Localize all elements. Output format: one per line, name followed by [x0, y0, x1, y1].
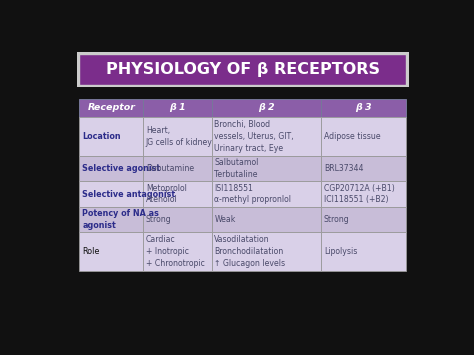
Text: Selective antagonist: Selective antagonist [82, 190, 175, 198]
Text: Dobutamine: Dobutamine [146, 164, 194, 173]
Text: Cardiac
+ Inotropic
+ Chronotropic: Cardiac + Inotropic + Chronotropic [146, 235, 205, 268]
Text: Strong: Strong [146, 215, 172, 224]
Text: Salbutamol
Terbutaline: Salbutamol Terbutaline [214, 158, 259, 179]
FancyBboxPatch shape [80, 233, 143, 271]
Text: Location: Location [82, 132, 121, 141]
FancyBboxPatch shape [80, 207, 143, 233]
FancyBboxPatch shape [321, 99, 406, 117]
Text: CGP20712A (+B1)
ICI118551 (+B2): CGP20712A (+B1) ICI118551 (+B2) [324, 184, 395, 204]
Text: PHYSIOLOGY OF β RECEPTORS: PHYSIOLOGY OF β RECEPTORS [106, 62, 380, 77]
FancyBboxPatch shape [212, 181, 321, 207]
Text: Vasodilatation
Bronchodilatation
↑ Glucagon levels: Vasodilatation Bronchodilatation ↑ Gluca… [214, 235, 285, 268]
Text: Lipolysis: Lipolysis [324, 247, 357, 256]
FancyBboxPatch shape [321, 207, 406, 233]
FancyBboxPatch shape [321, 155, 406, 181]
FancyBboxPatch shape [321, 233, 406, 271]
Text: BRL37344: BRL37344 [324, 164, 364, 173]
Text: Bronchi, Blood
vessels, Uterus, GIT,
Urinary tract, Eye: Bronchi, Blood vessels, Uterus, GIT, Uri… [214, 120, 294, 153]
FancyBboxPatch shape [212, 99, 321, 117]
FancyBboxPatch shape [321, 117, 406, 155]
FancyBboxPatch shape [321, 181, 406, 207]
FancyBboxPatch shape [212, 233, 321, 271]
FancyBboxPatch shape [77, 52, 409, 87]
Text: Receptor: Receptor [87, 103, 135, 113]
Text: Heart,
JG cells of kidney: Heart, JG cells of kidney [146, 126, 213, 147]
FancyBboxPatch shape [80, 181, 143, 207]
Text: Weak: Weak [214, 215, 236, 224]
FancyBboxPatch shape [143, 181, 212, 207]
FancyBboxPatch shape [143, 207, 212, 233]
Text: β 1: β 1 [169, 103, 186, 113]
Text: Selective agonist: Selective agonist [82, 164, 161, 173]
FancyBboxPatch shape [143, 99, 212, 117]
Text: Metoprolol
Atenolol: Metoprolol Atenolol [146, 184, 187, 204]
Text: Strong: Strong [324, 215, 350, 224]
FancyBboxPatch shape [143, 155, 212, 181]
FancyBboxPatch shape [143, 117, 212, 155]
FancyBboxPatch shape [212, 207, 321, 233]
FancyBboxPatch shape [80, 155, 143, 181]
FancyBboxPatch shape [212, 117, 321, 155]
Text: Role: Role [82, 247, 100, 256]
FancyBboxPatch shape [212, 155, 321, 181]
Text: β 2: β 2 [258, 103, 275, 113]
FancyBboxPatch shape [80, 99, 143, 117]
Text: Adipose tissue: Adipose tissue [324, 132, 381, 141]
FancyBboxPatch shape [80, 54, 406, 85]
Text: ISI118551
α-methyl propronlol: ISI118551 α-methyl propronlol [214, 184, 292, 204]
FancyBboxPatch shape [143, 233, 212, 271]
Text: Potency of NA as
agonist: Potency of NA as agonist [82, 209, 159, 230]
FancyBboxPatch shape [80, 117, 143, 155]
Text: β 3: β 3 [356, 103, 372, 113]
